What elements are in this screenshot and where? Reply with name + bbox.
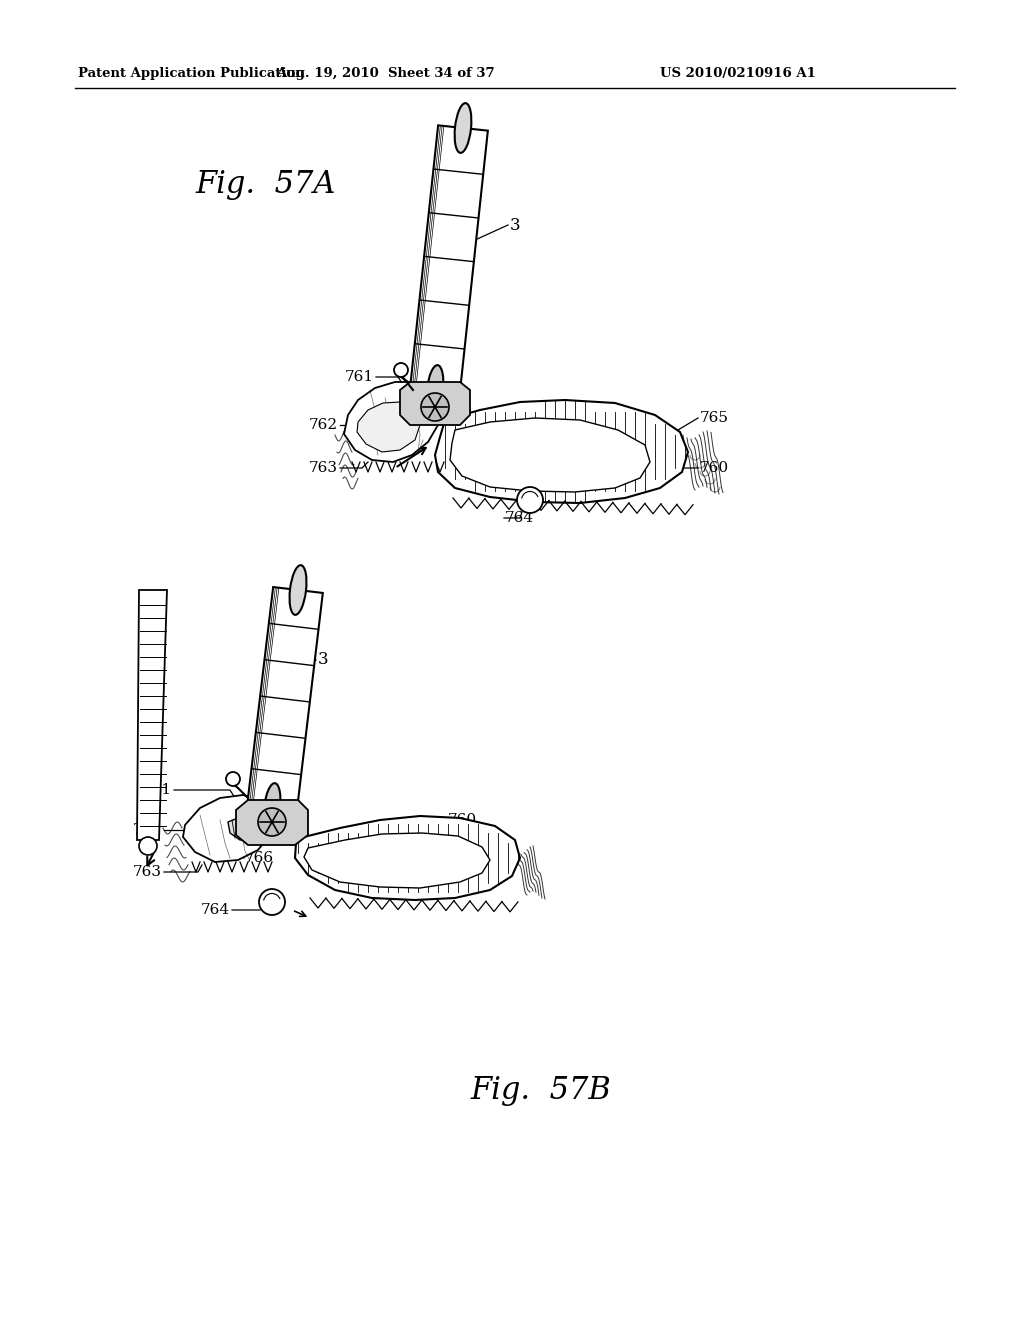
Ellipse shape <box>290 565 306 615</box>
Text: 3: 3 <box>318 652 329 668</box>
Text: 763: 763 <box>133 865 162 879</box>
Text: Fig.  57B: Fig. 57B <box>470 1074 610 1106</box>
Circle shape <box>139 837 157 855</box>
Polygon shape <box>247 587 323 810</box>
Polygon shape <box>183 795 272 862</box>
Text: 761: 761 <box>345 370 374 384</box>
Text: 766: 766 <box>245 851 274 865</box>
Text: 760: 760 <box>700 461 729 475</box>
Circle shape <box>517 487 543 513</box>
Polygon shape <box>400 381 470 425</box>
Text: Patent Application Publication: Patent Application Publication <box>78 66 305 79</box>
Circle shape <box>258 808 286 836</box>
Text: 762: 762 <box>133 822 162 837</box>
Polygon shape <box>344 381 440 462</box>
Text: 765: 765 <box>700 411 729 425</box>
Circle shape <box>394 363 408 378</box>
Text: 767: 767 <box>380 426 409 440</box>
Polygon shape <box>137 590 167 840</box>
Text: Aug. 19, 2010  Sheet 34 of 37: Aug. 19, 2010 Sheet 34 of 37 <box>275 66 495 79</box>
Text: 764: 764 <box>201 903 230 917</box>
Text: Fig.  57A: Fig. 57A <box>195 169 336 201</box>
Polygon shape <box>295 816 520 900</box>
Polygon shape <box>357 403 420 451</box>
Circle shape <box>226 772 240 785</box>
Polygon shape <box>435 400 688 503</box>
Text: 764: 764 <box>505 511 535 525</box>
Text: US 2010/0210916 A1: US 2010/0210916 A1 <box>660 66 816 79</box>
Circle shape <box>259 888 285 915</box>
Polygon shape <box>411 125 487 392</box>
Text: 760: 760 <box>449 813 477 828</box>
Text: 761: 761 <box>143 783 172 797</box>
Text: 763: 763 <box>309 461 338 475</box>
Ellipse shape <box>263 783 281 833</box>
Polygon shape <box>228 814 272 840</box>
Text: 762: 762 <box>309 418 338 432</box>
Polygon shape <box>304 833 490 888</box>
Polygon shape <box>450 418 650 492</box>
Text: 3: 3 <box>510 216 520 234</box>
Ellipse shape <box>427 366 443 414</box>
Ellipse shape <box>455 103 471 153</box>
Circle shape <box>421 393 449 421</box>
Polygon shape <box>236 800 308 845</box>
